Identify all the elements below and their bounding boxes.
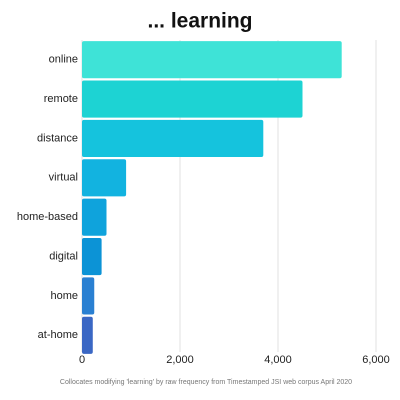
y-tick-label: virtual (49, 172, 78, 184)
x-tick-label: 6,000 (362, 354, 390, 366)
bar (82, 316, 93, 354)
y-tick-label: home (50, 290, 78, 302)
bar (82, 277, 95, 315)
x-tick-label: 4,000 (264, 354, 292, 366)
chart-title: ... learning (147, 10, 252, 33)
bar (82, 238, 102, 276)
y-tick-label: online (49, 54, 78, 66)
y-tick-label: home-based (17, 211, 78, 223)
caption: Collocates modifying 'learning' by raw f… (60, 379, 352, 386)
bar (82, 159, 127, 197)
x-tick-label: 0 (79, 354, 85, 366)
y-tick-label: remote (44, 93, 78, 105)
bar (82, 198, 107, 236)
y-tick-label: digital (49, 250, 78, 262)
y-tick-label: distance (37, 132, 78, 144)
x-tick-label: 2,000 (166, 354, 194, 366)
bar (82, 80, 303, 118)
y-tick-label: at-home (38, 329, 78, 341)
bar (82, 41, 342, 79)
bar (82, 119, 264, 157)
